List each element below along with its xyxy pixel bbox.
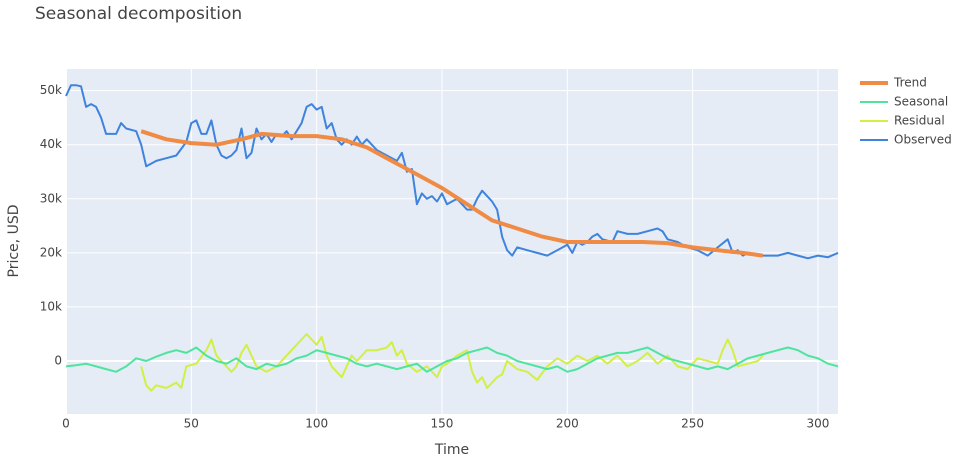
y-tick-label: 20k xyxy=(40,245,62,259)
x-tick-label: 50 xyxy=(184,417,199,431)
series-line xyxy=(65,346,839,373)
y-tick-label: 50k xyxy=(40,83,62,97)
x-tick-label: 0 xyxy=(62,417,70,431)
y-tick-label: 10k xyxy=(40,299,62,313)
legend-label: Observed xyxy=(894,133,952,147)
x-tick-label: 300 xyxy=(806,417,829,431)
series-line xyxy=(65,84,839,260)
y-tick-label: 0 xyxy=(54,354,62,368)
legend-label: Seasonal xyxy=(894,95,948,109)
plot-area xyxy=(66,69,838,414)
x-axis-title: Time xyxy=(434,442,469,458)
legend-label: Residual xyxy=(894,114,945,128)
legend-label: Trend xyxy=(893,76,927,90)
lines xyxy=(65,84,839,392)
chart-title: Seasonal decomposition xyxy=(35,4,242,24)
x-tick-label: 100 xyxy=(305,417,328,431)
series-line xyxy=(140,129,764,258)
y-tick-label: 40k xyxy=(40,137,62,151)
y-tick-label: 30k xyxy=(40,191,62,205)
x-tick-label: 250 xyxy=(681,417,704,431)
x-tick-label: 150 xyxy=(431,417,454,431)
x-tick-label: 200 xyxy=(556,417,579,431)
series-line xyxy=(140,333,764,392)
y-axis-title: Price, USD xyxy=(6,205,22,278)
